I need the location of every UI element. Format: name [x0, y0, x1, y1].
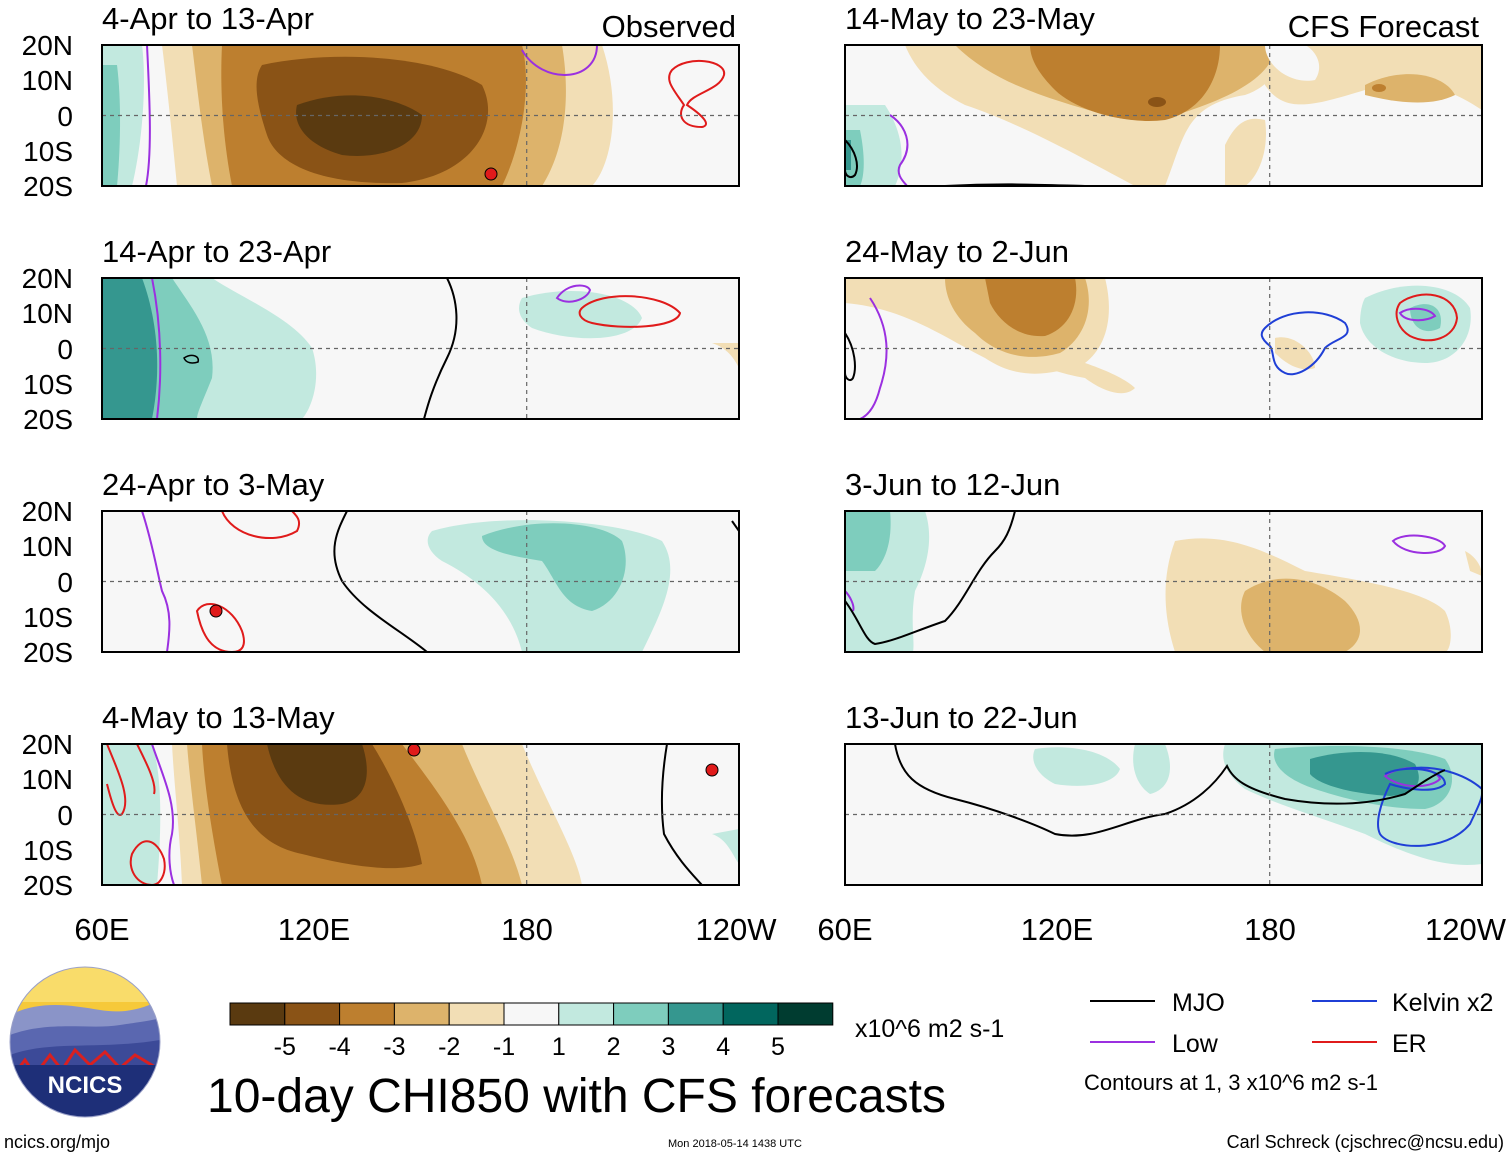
- legend-label-mjo: MJO: [1172, 989, 1225, 1017]
- contour-note: Contours at 1, 3 x10^6 m2 s-1: [1084, 1070, 1378, 1095]
- lon-label: 120W: [696, 912, 778, 947]
- footer-url: ncics.org/mjo: [4, 1132, 110, 1152]
- lon-label: 60E: [74, 912, 129, 947]
- colorbar-tick-label: 3: [661, 1033, 675, 1061]
- lat-label: 10S: [23, 369, 73, 400]
- colorbar-tick-label: -3: [383, 1033, 405, 1061]
- colorbar-swatch: [558, 1002, 615, 1026]
- colorbar-tick-label: -1: [493, 1033, 515, 1061]
- map-panel-forecast-3: 3-Jun to 12-Jun: [844, 467, 1483, 653]
- ncics-logo: NCICS: [9, 966, 161, 1118]
- lat-label: 10N: [22, 531, 73, 562]
- lat-label: 20S: [23, 637, 73, 668]
- lon-label: 120W: [1425, 912, 1507, 947]
- panel-title: 13-Jun to 22-Jun: [845, 700, 1078, 735]
- lat-label: 20S: [23, 171, 73, 202]
- panel-title: 24-Apr to 3-May: [102, 467, 325, 502]
- colorbar-tick-label: -5: [274, 1033, 296, 1061]
- figure-title: 10-day CHI850 with CFS forecasts: [207, 1070, 946, 1123]
- panel-title: 4-Apr to 13-Apr: [102, 1, 314, 36]
- colorbar-units: x10^6 m2 s-1: [855, 1015, 1004, 1043]
- map-panel-forecast-2: 24-May to 2-Jun: [844, 234, 1483, 420]
- colorbar-swatch: [777, 1002, 834, 1026]
- colorbar-swatch: [229, 1002, 286, 1026]
- lat-label: 20S: [23, 870, 73, 901]
- footer-timestamp: Mon 2018-05-14 1438 UTC: [668, 1138, 802, 1150]
- map-panel-forecast-4: 13-Jun to 22-Jun: [844, 700, 1483, 886]
- lat-label: 10S: [23, 602, 73, 633]
- lat-axis-panel-2: 20N 10N 0 10S 20S: [22, 263, 73, 435]
- logo-text: NCICS: [48, 1072, 123, 1099]
- lat-label: 20N: [22, 729, 73, 760]
- lat-axis-panel-3: 20N 10N 0 10S 20S: [22, 496, 73, 668]
- lon-label: 120E: [278, 912, 350, 947]
- legend-label-er: ER: [1392, 1030, 1427, 1058]
- observed-label: Observed: [602, 9, 736, 44]
- lat-axis-panel-1: 20N 10N 0 10S 20S: [22, 30, 73, 202]
- colorbar-swatch: [667, 1002, 724, 1026]
- lat-label: 10S: [23, 136, 73, 167]
- forecast-label: CFS Forecast: [1288, 9, 1480, 44]
- lon-label: 120E: [1021, 912, 1093, 947]
- lat-label: 0: [57, 101, 73, 132]
- lat-label: 0: [57, 334, 73, 365]
- lon-axis-left: 60E 120E 180 120W: [74, 912, 777, 947]
- panel-title: 14-Apr to 23-Apr: [102, 234, 331, 269]
- lat-label: 10S: [23, 835, 73, 866]
- colorbar-swatch: [448, 1002, 505, 1026]
- lon-axis-right: 60E 120E 180 120W: [817, 912, 1506, 947]
- panel-title: 14-May to 23-May: [845, 1, 1095, 36]
- colorbar-tick-label: 5: [771, 1033, 785, 1061]
- lat-label: 10N: [22, 298, 73, 329]
- colorbar: -5 -4 -3 -2 -1 1 2 3 4 5 x10^6 m2 s-1: [229, 1002, 1004, 1061]
- lon-label: 60E: [817, 912, 872, 947]
- contour-legend: MJO Kelvin x2 Low ER Contours at 1, 3 x1…: [1084, 989, 1493, 1095]
- panel-title: 4-May to 13-May: [102, 700, 335, 735]
- lat-label: 0: [57, 567, 73, 598]
- footer-author: Carl Schreck (cjschrec@ncsu.edu): [1227, 1132, 1504, 1152]
- lat-label: 0: [57, 800, 73, 831]
- colorbar-swatch: [393, 1002, 450, 1026]
- lat-label: 10N: [22, 65, 73, 96]
- map-panel-observed-4: 4-May to 13-May: [101, 700, 740, 886]
- lat-label: 10N: [22, 764, 73, 795]
- lat-label: 20N: [22, 496, 73, 527]
- colorbar-swatch: [613, 1002, 669, 1026]
- lat-axis-panel-4: 20N 10N 0 10S 20S: [22, 729, 73, 901]
- lat-label: 20N: [22, 263, 73, 294]
- legend-label-kelvin: Kelvin x2: [1392, 989, 1493, 1017]
- panel-title: 3-Jun to 12-Jun: [845, 467, 1060, 502]
- lat-label: 20S: [23, 404, 73, 435]
- colorbar-tick-label: 4: [716, 1033, 730, 1061]
- colorbar-swatch: [284, 1002, 341, 1026]
- map-panel-observed-1: 4-Apr to 13-Apr Observed: [101, 1, 740, 187]
- colorbar-tick-label: -4: [328, 1033, 350, 1061]
- map-panel-observed-3: 24-Apr to 3-May: [101, 467, 740, 653]
- colorbar-swatch: [503, 1002, 560, 1026]
- colorbar-tick-label: 1: [552, 1033, 566, 1061]
- colorbar-swatch: [722, 1002, 779, 1026]
- lat-label: 20N: [22, 30, 73, 61]
- legend-label-low: Low: [1172, 1030, 1219, 1058]
- colorbar-tick-label: 2: [607, 1033, 621, 1061]
- panel-title: 24-May to 2-Jun: [845, 234, 1069, 269]
- map-panel-forecast-1: 14-May to 23-May CFS Forecast: [844, 1, 1483, 187]
- colorbar-swatch: [339, 1002, 395, 1026]
- colorbar-tick-label: -2: [438, 1033, 460, 1061]
- map-panel-observed-2: 14-Apr to 23-Apr: [101, 234, 740, 420]
- lon-label: 180: [501, 912, 553, 947]
- lon-label: 180: [1244, 912, 1296, 947]
